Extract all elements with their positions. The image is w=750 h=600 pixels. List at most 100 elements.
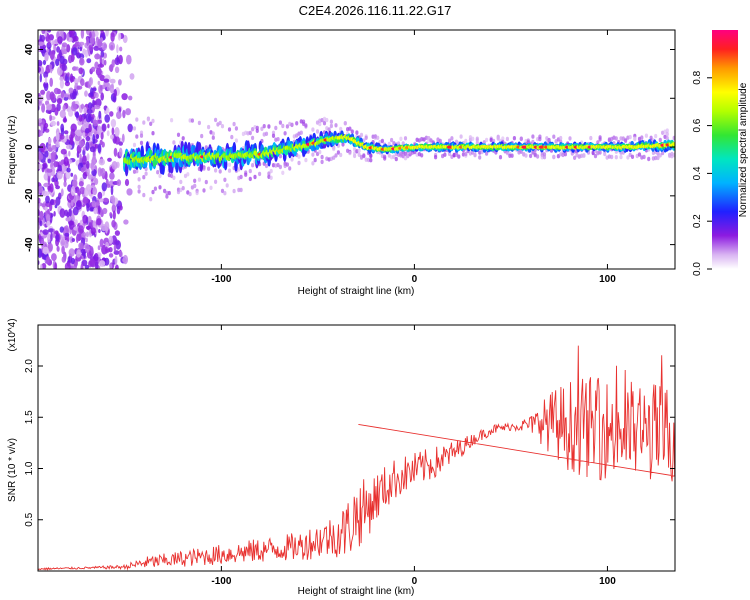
heatmap-noise-cell — [124, 178, 130, 187]
heatmap-noise-cell — [114, 66, 120, 74]
heatmap-halo-cell — [329, 123, 333, 129]
heatmap-noise-cell — [47, 242, 54, 252]
heatmap-noise-cell — [121, 133, 125, 143]
heatmap-noise-cell — [122, 109, 126, 119]
heatmap-noise-cell — [71, 47, 78, 56]
heatmap-halo-cell — [223, 191, 227, 196]
heatmap-halo-cell — [355, 130, 359, 135]
heatmap-halo-cell — [392, 154, 396, 159]
heatmap-noise-cell — [51, 253, 57, 262]
heatmap-halo-cell — [197, 120, 201, 126]
heatmap-halo-cell — [225, 183, 229, 188]
heatmap-noise-cell — [86, 108, 93, 114]
heatmap-y-tick-label: -20 — [24, 188, 35, 203]
heatmap-halo-cell — [170, 173, 174, 179]
heatmap-noise-cell — [59, 226, 64, 233]
heatmap-noise-cell — [78, 41, 85, 46]
heatmap-noise-cell — [70, 186, 76, 196]
heatmap-noise-cell — [70, 199, 74, 207]
heatmap-noise-cell — [100, 132, 104, 140]
heatmap-noise-cell — [81, 251, 86, 256]
heatmap-noise-cell — [111, 195, 116, 206]
heatmap-noise-cell — [76, 85, 83, 90]
heatmap-noise-cell — [68, 208, 72, 218]
heatmap-halo-cell — [218, 120, 222, 126]
snr-x-tick-label: 100 — [599, 576, 616, 587]
heatmap-halo-cell — [443, 152, 447, 157]
heatmap-halo-cell — [258, 171, 262, 177]
figure-title: C2E4.2026.116.11.22.G17 — [299, 3, 452, 18]
heatmap-noise-cell — [51, 177, 55, 183]
heatmap-halo-cell — [552, 134, 556, 139]
heatmap-noise-cell — [56, 245, 60, 252]
heatmap-noise-cell — [49, 199, 55, 205]
heatmap-noise-cell — [109, 262, 113, 269]
heatmap-halo-cell — [239, 174, 243, 180]
heatmap-noise-cell — [98, 205, 101, 215]
heatmap-noise-cell — [89, 31, 92, 38]
heatmap-noise-cell — [94, 261, 99, 269]
heatmap-halo-cell — [211, 131, 215, 136]
heatmap-noise-cell — [128, 95, 133, 101]
heatmap-noise-cell — [115, 240, 121, 250]
heatmap-noise-cell — [55, 234, 60, 242]
heatmap-halo-cell — [207, 124, 211, 130]
heatmap-noise-cell — [41, 30, 46, 35]
heatmap-noise-cell — [76, 52, 81, 59]
heatmap-noise-cell — [80, 263, 84, 269]
heatmap-noise-cell — [66, 44, 71, 53]
heatmap-halo-cell — [478, 155, 482, 160]
heatmap-noise-cell — [46, 48, 50, 53]
heatmap-noise-cell — [88, 44, 94, 52]
heatmap-noise-cell — [119, 46, 123, 52]
heatmap-halo-cell — [461, 152, 465, 157]
heatmap-halo-cell — [232, 121, 236, 127]
heatmap-halo-cell — [172, 140, 176, 145]
snr-y-tick-label: 0.5 — [24, 512, 35, 526]
heatmap-noise-cell — [70, 265, 77, 269]
heatmap-halo-cell — [320, 159, 324, 165]
heatmap-noise-cell — [38, 163, 43, 170]
heatmap-noise-cell — [66, 32, 70, 41]
heatmap-halo-cell — [626, 155, 630, 160]
heatmap-noise-cell — [56, 98, 63, 104]
heatmap-signal-cell — [672, 142, 675, 147]
heatmap-halo-cell — [285, 124, 289, 129]
heatmap-noise-cell — [59, 55, 65, 65]
heatmap-halo-cell — [220, 188, 225, 194]
heatmap-noise-cell — [73, 88, 77, 94]
heatmap-panel: -100 0 100 -40 -20 0 20 40 Height of straight … — [7, 29, 676, 297]
heatmap-halo-cell — [248, 130, 252, 136]
heatmap-noise-cell — [76, 249, 81, 258]
heatmap-halo-cell — [274, 125, 278, 131]
heatmap-halo-cell — [512, 136, 517, 141]
heatmap-signal-cell — [140, 145, 144, 160]
colorbar-tick-label: 0.4 — [692, 166, 703, 180]
heatmap-noise-cell — [96, 218, 102, 226]
heatmap-halo-cell — [251, 163, 255, 168]
heatmap-halo-cell — [624, 138, 628, 144]
heatmap-noise-cell — [94, 92, 99, 99]
heatmap-halo-cell — [135, 117, 139, 122]
heatmap-halo-cell — [295, 121, 299, 126]
heatmap-noise-cell — [54, 107, 59, 116]
heatmap-halo-cell — [489, 137, 493, 143]
heatmap-halo-cell — [239, 187, 243, 193]
heatmap-noise-cell — [47, 137, 52, 145]
heatmap-noise-cell — [75, 66, 79, 71]
heatmap-noise-cell — [57, 164, 63, 173]
heatmap-noise-cell — [118, 147, 123, 157]
heatmap-noise-cell — [115, 264, 119, 269]
heatmap-halo-cell — [251, 135, 255, 141]
heatmap-halo-cell — [297, 154, 301, 159]
heatmap-halo-cell — [633, 136, 637, 142]
heatmap-halo-cell — [637, 152, 642, 157]
heatmap-noise-cell — [63, 156, 69, 167]
heatmap-halo-cell — [234, 138, 238, 143]
heatmap-halo-cell — [628, 152, 632, 157]
heatmap-halo-cell — [132, 126, 137, 131]
heatmap-noise-cell — [92, 99, 95, 108]
heatmap-noise-cell — [106, 183, 111, 188]
heatmap-noise-cell — [68, 220, 74, 230]
heatmap-noise-cell — [40, 153, 44, 160]
